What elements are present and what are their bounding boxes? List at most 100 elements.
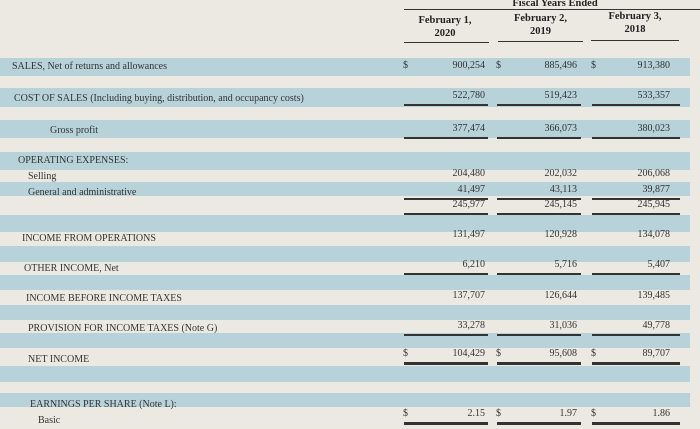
row-value: 120,928 — [544, 229, 578, 240]
row-band — [0, 305, 690, 320]
underline — [497, 362, 581, 365]
row-value: 31,036 — [549, 320, 578, 331]
row-value: 126,644 — [544, 290, 578, 301]
row-value: 134,078 — [637, 229, 671, 240]
header-rule — [404, 9, 700, 10]
underline — [404, 104, 488, 106]
dollar-sign: $ — [496, 60, 501, 71]
row-value: 245,977 — [452, 199, 486, 210]
row-value: 2.15 — [467, 408, 486, 419]
underline — [404, 198, 488, 200]
underline — [404, 213, 488, 215]
row-value: 1.86 — [652, 408, 671, 419]
underline — [592, 422, 680, 425]
row-value: 245,145 — [544, 199, 578, 210]
row-value: 89,707 — [642, 348, 671, 359]
row-value: 104,429 — [452, 348, 486, 359]
underline — [592, 198, 680, 200]
row-value: 139,485 — [637, 290, 671, 301]
row-label: OTHER INCOME, Net — [24, 263, 119, 274]
dollar-sign: $ — [403, 408, 408, 419]
row-value: 900,254 — [452, 60, 486, 71]
row-band — [0, 275, 690, 290]
row-band — [0, 333, 690, 348]
underline — [592, 213, 680, 215]
dollar-sign: $ — [496, 408, 501, 419]
row-value: 5,407 — [647, 259, 671, 270]
row-value: 137,707 — [452, 290, 486, 301]
row-value: 522,780 — [452, 90, 486, 101]
row-value: 39,877 — [642, 184, 671, 195]
row-value: 49,778 — [642, 320, 671, 331]
row-value: 41,497 — [457, 184, 486, 195]
row-band — [0, 88, 690, 107]
dollar-sign: $ — [591, 408, 596, 419]
header-group: Fiscal Years Ended — [512, 0, 598, 9]
underline — [592, 104, 680, 106]
header-underline — [591, 40, 679, 41]
row-label: Gross profit — [50, 125, 99, 136]
header-underline — [404, 42, 489, 43]
underline — [497, 104, 581, 106]
column-header-2020: February 1, 2020 — [418, 15, 472, 39]
row-value: 95,608 — [549, 348, 578, 359]
row-label: INCOME FROM OPERATIONS — [22, 233, 156, 244]
underline — [497, 213, 581, 215]
underline — [592, 362, 680, 365]
dollar-sign: $ — [403, 348, 408, 359]
dollar-sign: $ — [591, 348, 596, 359]
row-band — [0, 393, 690, 407]
row-label: INCOME BEFORE INCOME TAXES — [26, 293, 182, 304]
dollar-sign: $ — [591, 60, 596, 71]
row-band — [0, 182, 690, 196]
row-value: 533,357 — [637, 90, 671, 101]
row-value: 885,496 — [544, 60, 578, 71]
row-value: 202,032 — [544, 168, 578, 179]
row-value: 1.97 — [559, 408, 578, 419]
underline — [497, 334, 581, 336]
row-band — [0, 366, 690, 382]
row-value: 206,068 — [637, 168, 671, 179]
row-band — [0, 246, 690, 262]
row-label: SALES, Net of returns and allowances — [12, 61, 167, 72]
underline — [404, 137, 488, 139]
row-label: Selling — [28, 171, 57, 182]
row-value: 131,497 — [452, 229, 486, 240]
row-label: COST OF SALES (Including buying, distrib… — [14, 93, 304, 104]
column-header-2018: February 3, 2018 — [608, 11, 662, 35]
row-value: 6,210 — [462, 259, 486, 270]
row-label: General and administrative — [28, 187, 137, 198]
underline — [404, 422, 488, 425]
header-underline — [498, 41, 583, 42]
row-label: Basic — [38, 415, 61, 426]
underline — [497, 422, 581, 425]
row-label: PROVISION FOR INCOME TAXES (Note G) — [28, 323, 218, 334]
row-value: 366,073 — [544, 123, 578, 134]
dollar-sign: $ — [403, 60, 408, 71]
row-label: EARNINGS PER SHARE (Note L): — [30, 399, 177, 410]
underline — [592, 334, 680, 336]
row-value: 33,278 — [457, 320, 486, 331]
underline — [592, 273, 680, 275]
row-value: 245,945 — [637, 199, 671, 210]
row-value: 43,113 — [549, 184, 577, 195]
underline — [404, 273, 488, 275]
row-value: 519,423 — [544, 90, 578, 101]
row-band — [0, 215, 690, 232]
row-value: 377,474 — [452, 123, 486, 134]
row-band — [0, 152, 690, 170]
underline — [592, 137, 680, 139]
row-value: 5,716 — [554, 259, 578, 270]
row-label: OPERATING EXPENSES: — [18, 155, 129, 166]
row-value: 380,023 — [637, 123, 671, 134]
dollar-sign: $ — [496, 348, 501, 359]
row-band — [0, 120, 690, 138]
column-header-2019: February 2, 2019 — [513, 13, 568, 37]
row-band — [0, 58, 690, 76]
row-value: 204,480 — [452, 168, 486, 179]
row-label: NET INCOME — [28, 354, 90, 365]
underline — [497, 273, 581, 275]
underline — [497, 137, 581, 139]
underline — [497, 198, 581, 200]
row-value: 913,380 — [637, 60, 671, 71]
